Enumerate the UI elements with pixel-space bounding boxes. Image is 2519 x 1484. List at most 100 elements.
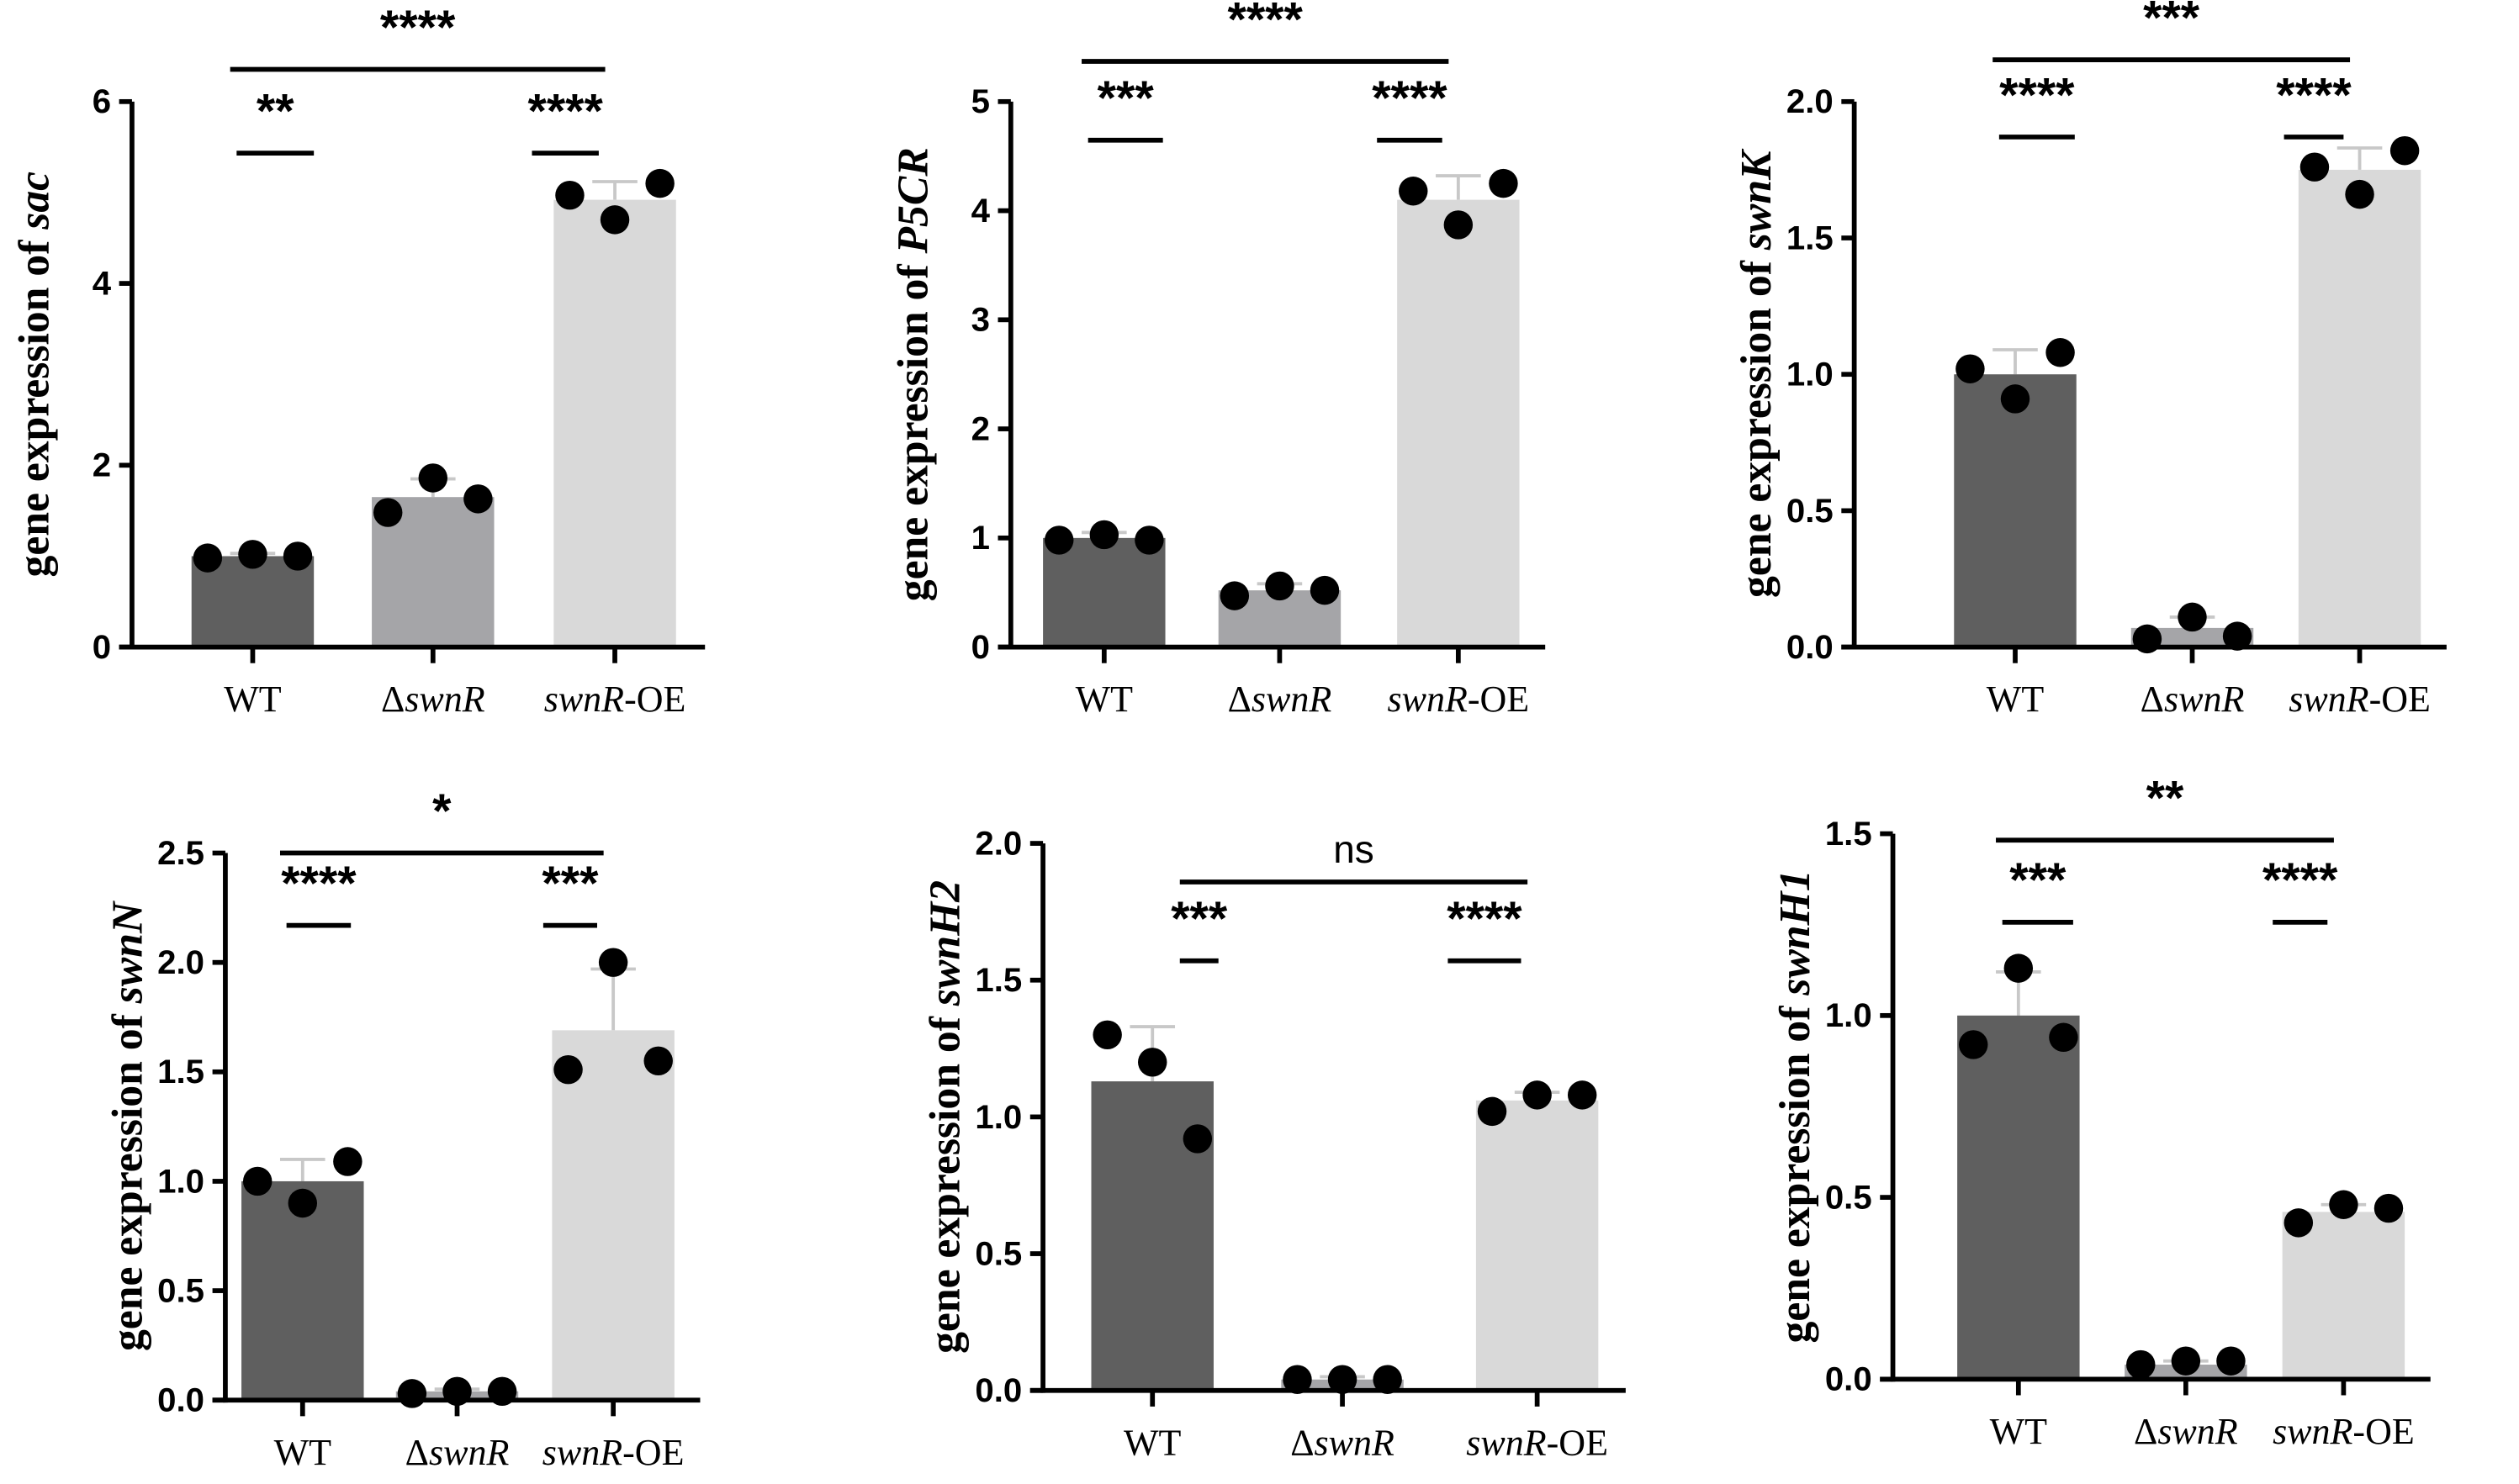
data-point [373,498,403,527]
data-point [1522,1080,1552,1110]
chart-panel-swnH2: 0.0 0.5 1.0 1.5 2.0 WT ΔswnR swnR-OE gene expres… [922,824,1626,1463]
y-tick-label: 1 [971,519,990,557]
data-point [333,1147,363,1176]
data-point [1283,1365,1312,1394]
x-tick-label: ΔswnR [2141,679,2245,720]
significance-label: ** [257,84,294,138]
data-point [2373,1193,2404,1223]
data-point [397,1379,427,1408]
data-point [193,543,223,573]
x-tick-label: ΔswnR [381,679,485,720]
data-point [2126,1349,2156,1380]
x-tick-label: ΔswnR [1228,679,1332,720]
data-point [1443,210,1474,240]
significance-label: *** [2009,853,2067,907]
y-tick-label: 0.5 [1786,492,1834,530]
bar [1475,1100,1599,1391]
data-point [238,540,267,569]
data-point [645,168,675,198]
data-point [2049,1022,2078,1053]
y-tick-label: 0.5 [1825,1178,1872,1216]
y-tick-label: 5 [971,82,990,120]
y-tick-label: 1.5 [157,1053,204,1091]
data-point [600,205,630,235]
significance-label: **** [1228,0,1304,46]
significance-label: **** [281,857,357,911]
bar [1043,537,1166,647]
bar [241,1180,364,1401]
significance-label: *** [542,857,599,911]
significance-label: **** [1447,892,1522,946]
data-point [1567,1080,1597,1110]
bar [1957,1015,2080,1380]
x-tick-label: WT [1990,1411,2048,1452]
significance-label: **** [1999,68,2075,122]
data-point [1135,525,1164,555]
data-point [555,180,585,210]
data-point [2299,152,2330,182]
y-axis-label: gene expression of swnN [103,900,151,1351]
bar [2298,169,2421,647]
significance-label: * [432,784,452,838]
y-tick-label: 1.0 [1786,356,1834,393]
data-point [1327,1365,1357,1394]
y-tick-label: 1.0 [975,1098,1022,1136]
data-point [2222,621,2252,651]
data-point [1138,1048,1167,1077]
y-tick-label: 4 [971,192,991,230]
data-point [463,484,493,514]
y-tick-label: 4 [93,264,112,302]
data-point [2216,1346,2246,1376]
y-axis-label: gene expression of swnK [1733,148,1781,598]
y-tick-label: 0.5 [157,1271,204,1309]
data-point [2000,384,2030,414]
y-tick-label: 1.5 [975,961,1022,999]
data-point [1045,525,1074,555]
y-tick-label: 1.5 [1825,815,1872,853]
data-point [2178,602,2207,632]
y-tick-label: 2.0 [1786,82,1834,120]
data-point [1220,581,1250,610]
significance-label: *** [1098,71,1155,125]
data-point [598,948,628,977]
data-point [1489,168,1518,198]
y-tick-label: 2.5 [157,834,204,872]
y-tick-label: 6 [93,82,111,120]
x-tick-label: WT [224,679,282,720]
bar [553,199,676,647]
y-tick-label: 0.0 [1825,1360,1872,1398]
x-tick-label: WT [1124,1422,1182,1463]
data-point [2284,1208,2314,1238]
x-tick-label: WT [274,1432,332,1473]
data-point [2045,338,2075,367]
data-point [1093,1020,1122,1050]
data-point [418,463,448,493]
x-tick-label: ΔswnR [2134,1411,2238,1452]
y-axis-label: gene expression of swnH1 [1771,869,1819,1343]
y-axis-label: gene expression of P5CR [889,147,937,601]
bar [1397,199,1520,647]
data-point [1955,354,1985,383]
data-point [1183,1124,1213,1154]
significance-label: *** [1171,892,1228,946]
significance-label: **** [2276,68,2352,122]
significance-label: ns [1333,827,1373,871]
bar [2130,627,2254,647]
data-point [283,541,313,571]
bar [1954,374,2077,647]
significance-label: ** [2146,772,2184,826]
y-axis-label: gene expression of sac [10,172,58,578]
data-point [1265,571,1294,601]
significance-label: **** [1372,71,1447,125]
significance-label: *** [2143,0,2200,45]
x-tick-label: swnR-OE [1388,679,1530,720]
significance-label: **** [2262,853,2338,907]
y-tick-label: 3 [971,301,990,339]
y-tick-label: 0.0 [157,1381,204,1419]
data-point [1399,177,1428,206]
y-tick-label: 2.0 [975,824,1022,862]
data-point [1959,1030,1988,1059]
y-tick-label: 0.0 [975,1371,1022,1409]
significance-label: **** [528,84,604,138]
chart-panel-swnK: 0.0 0.5 1.0 1.5 2.0 WT ΔswnR swnR-OE gene expres… [1733,0,2447,720]
